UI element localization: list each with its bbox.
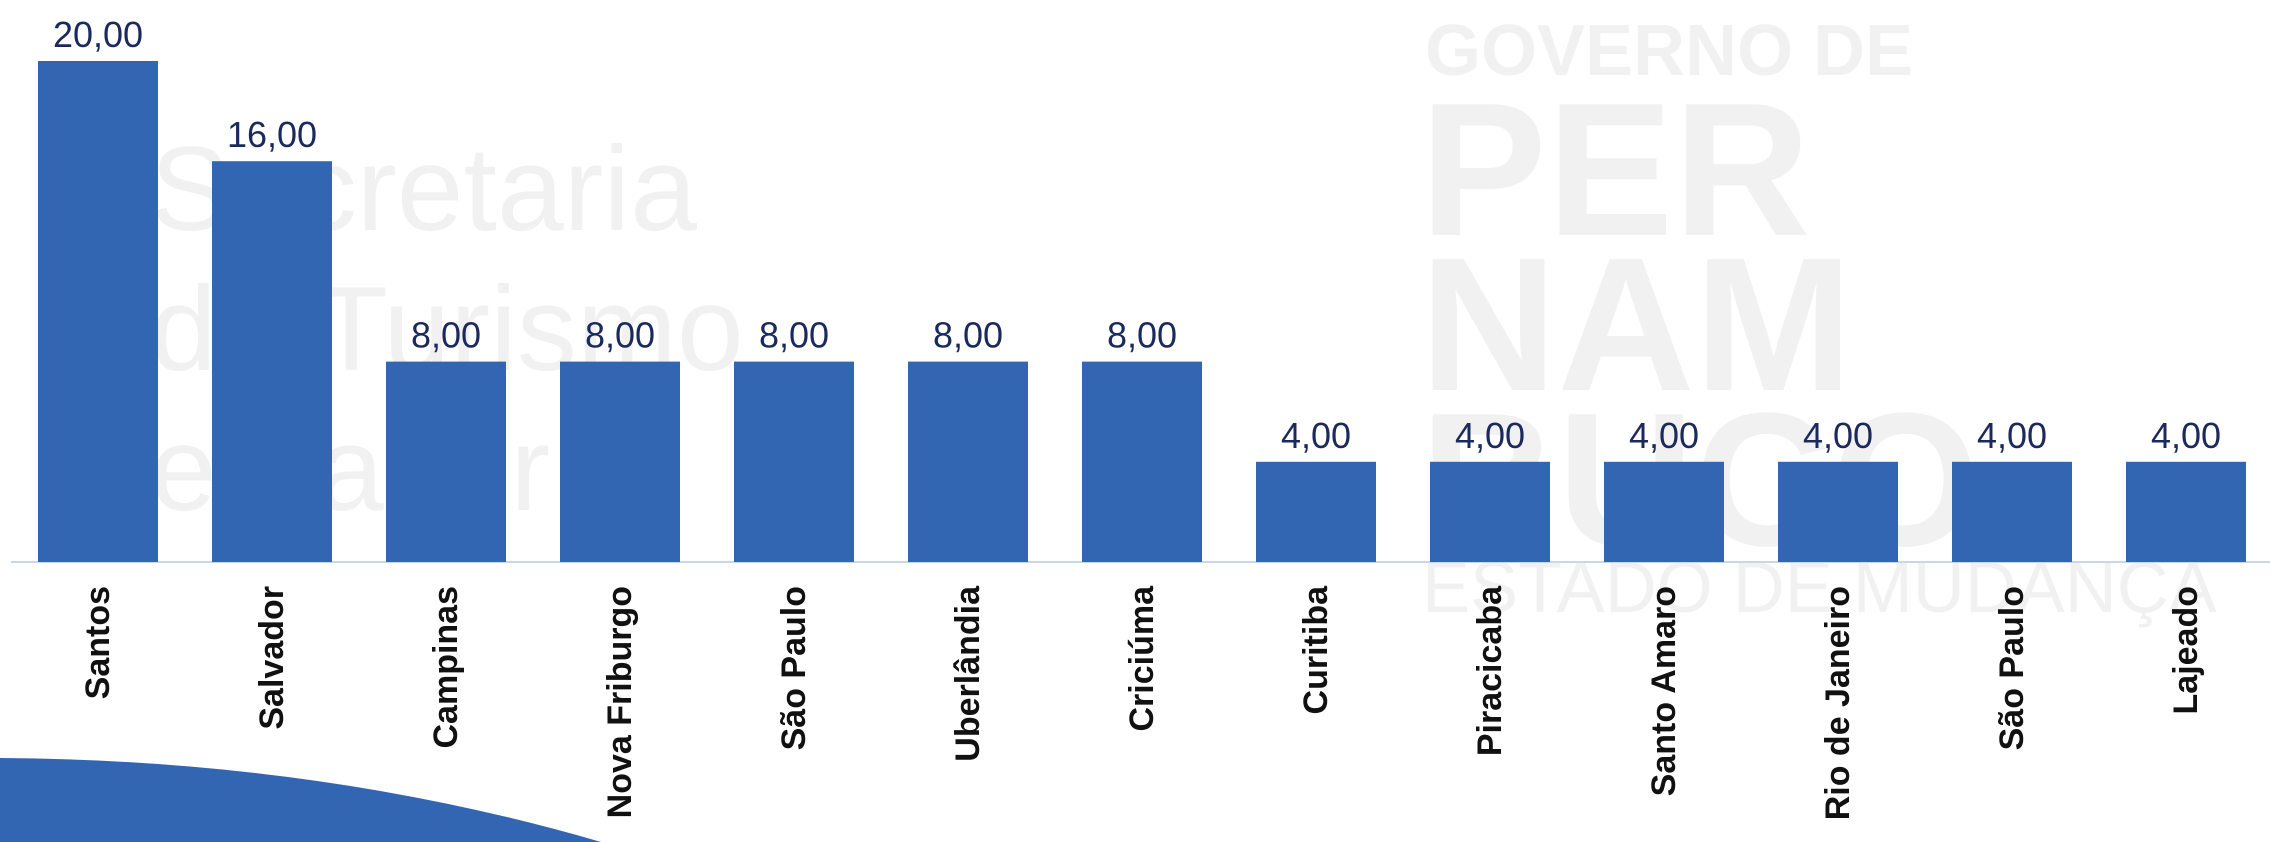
value-label: 8,00 bbox=[411, 315, 481, 356]
value-label: 8,00 bbox=[759, 315, 829, 356]
x-tick-label: Rio de Janeiro bbox=[1819, 586, 1857, 820]
bar bbox=[38, 61, 158, 562]
x-tick-label: Campinas bbox=[427, 586, 465, 749]
bar bbox=[1952, 461, 2072, 562]
value-label: 4,00 bbox=[1977, 415, 2047, 456]
x-tick-label: Piracicaba bbox=[1471, 585, 1509, 756]
x-tick-label: Criciúma bbox=[1123, 585, 1161, 732]
value-label: 16,00 bbox=[227, 114, 317, 155]
value-label: 8,00 bbox=[1107, 315, 1177, 356]
plot-area: 20,00 Santos 16,00 Salvador 8,00 Campinas 8,00… bbox=[38, 14, 2246, 820]
watermark-text: GOVERNO DE bbox=[1425, 11, 1913, 91]
x-tick-label: Lajeado bbox=[2167, 586, 2205, 714]
bar bbox=[1256, 461, 1376, 562]
bar bbox=[1604, 461, 1724, 562]
watermark-text: NAM bbox=[1420, 219, 1853, 431]
value-label: 20,00 bbox=[53, 14, 143, 55]
bar bbox=[2126, 461, 2246, 562]
value-label: 4,00 bbox=[1281, 415, 1351, 456]
x-tick-label: Santos bbox=[79, 586, 117, 699]
x-tick-label: Santo Amaro bbox=[1645, 586, 1683, 796]
bar bbox=[908, 361, 1028, 562]
bar bbox=[1778, 461, 1898, 562]
watermark-text: PER bbox=[1420, 64, 1811, 276]
bar bbox=[1430, 461, 1550, 562]
bar bbox=[734, 361, 854, 562]
x-tick-label: São Paulo bbox=[1993, 586, 2031, 750]
x-tick-label: Nova Friburgo bbox=[601, 586, 639, 818]
value-label: 8,00 bbox=[585, 315, 655, 356]
bar bbox=[212, 161, 332, 562]
decorative-swoosh bbox=[0, 758, 601, 842]
value-label: 4,00 bbox=[1629, 415, 1699, 456]
value-label: 8,00 bbox=[933, 315, 1003, 356]
value-label: 4,00 bbox=[1803, 415, 1873, 456]
x-tick-label: Uberlândia bbox=[949, 585, 987, 762]
bar bbox=[386, 361, 506, 562]
x-tick-label: Salvador bbox=[253, 586, 291, 730]
value-label: 4,00 bbox=[2151, 415, 2221, 456]
x-tick-label: São Paulo bbox=[775, 586, 813, 750]
value-label: 4,00 bbox=[1455, 415, 1525, 456]
x-tick-label: Curitiba bbox=[1297, 585, 1335, 715]
bar bbox=[560, 361, 680, 562]
bar bbox=[1082, 361, 1202, 562]
